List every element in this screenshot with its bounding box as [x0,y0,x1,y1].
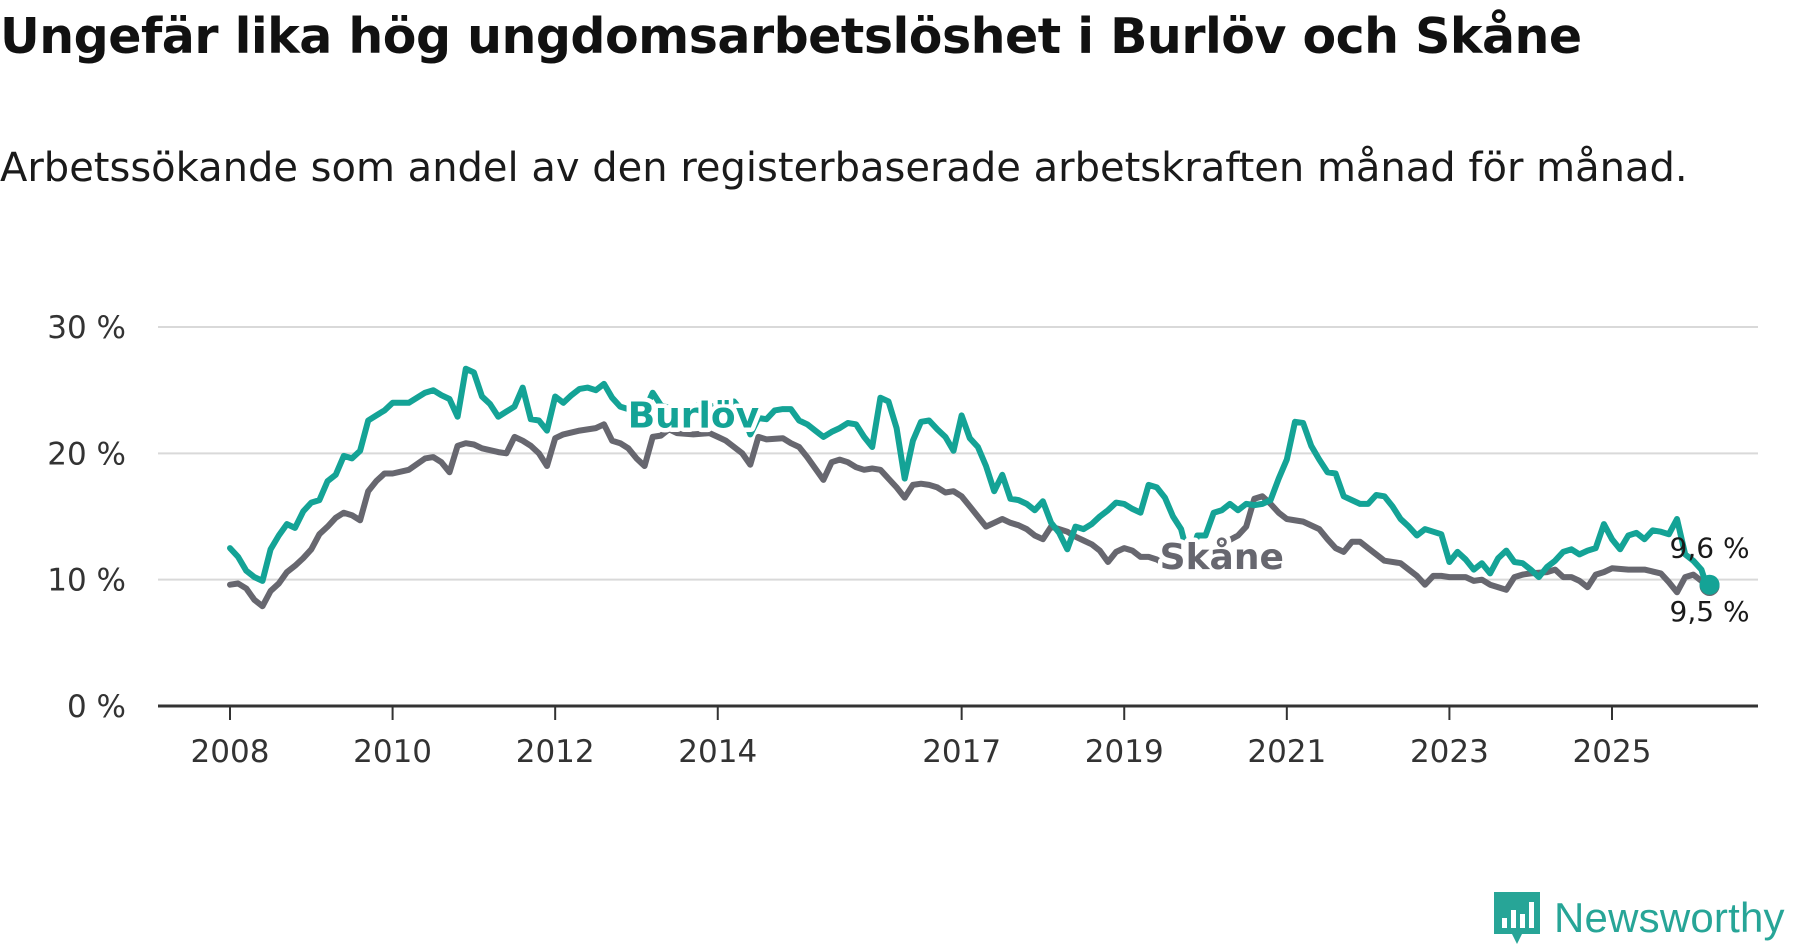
x-axis: 2008 2010 2012 2014 2017 2019 2021 2023 2025 [158,704,1758,770]
newsworthy-logo-icon [1494,892,1540,944]
x-tick-label: 2021 [1247,734,1326,770]
x-tick-label: 2023 [1410,734,1489,770]
x-tick-label: 2012 [516,734,595,770]
x-tick-label: 2010 [353,734,432,770]
x-tick-label: 2014 [678,734,757,770]
x-tick-label: 2025 [1573,734,1652,770]
series-line-skane [227,421,1713,610]
x-tick-label: 2008 [191,734,270,770]
chart-subtitle: Arbetssökande som andel av den registerb… [0,145,1688,191]
y-tick-label: 0 % [67,689,126,725]
gridlines [158,326,1758,581]
x-tick-label: 2019 [1085,734,1164,770]
series-line-burlov [227,365,1713,588]
brand-name: Newsworthy [1554,894,1785,941]
y-axis-tick-labels: 0 % 10 % 20 % 30 % [47,310,126,725]
series-labels: 9,6 % 9,5 % Burlöv Skåne [623,391,1750,628]
y-tick-label: 20 % [47,436,126,472]
series-name-label: Burlöv [628,395,759,436]
y-tick-label: 30 % [47,310,126,346]
end-value-label-skane: 9,5 % [1670,595,1750,628]
series-lines [227,365,1720,610]
series-name-label: Skåne [1160,537,1284,578]
x-tick-label: 2017 [922,734,1001,770]
newsworthy-logo: Newsworthy [1492,888,1785,948]
series-end-dot-burlov [1699,574,1720,595]
chart-title: Ungefär lika hög ungdomsarbetslöshet i B… [0,8,1582,65]
end-value-label-burlov: 9,6 % [1670,532,1750,565]
y-tick-label: 10 % [47,563,126,599]
